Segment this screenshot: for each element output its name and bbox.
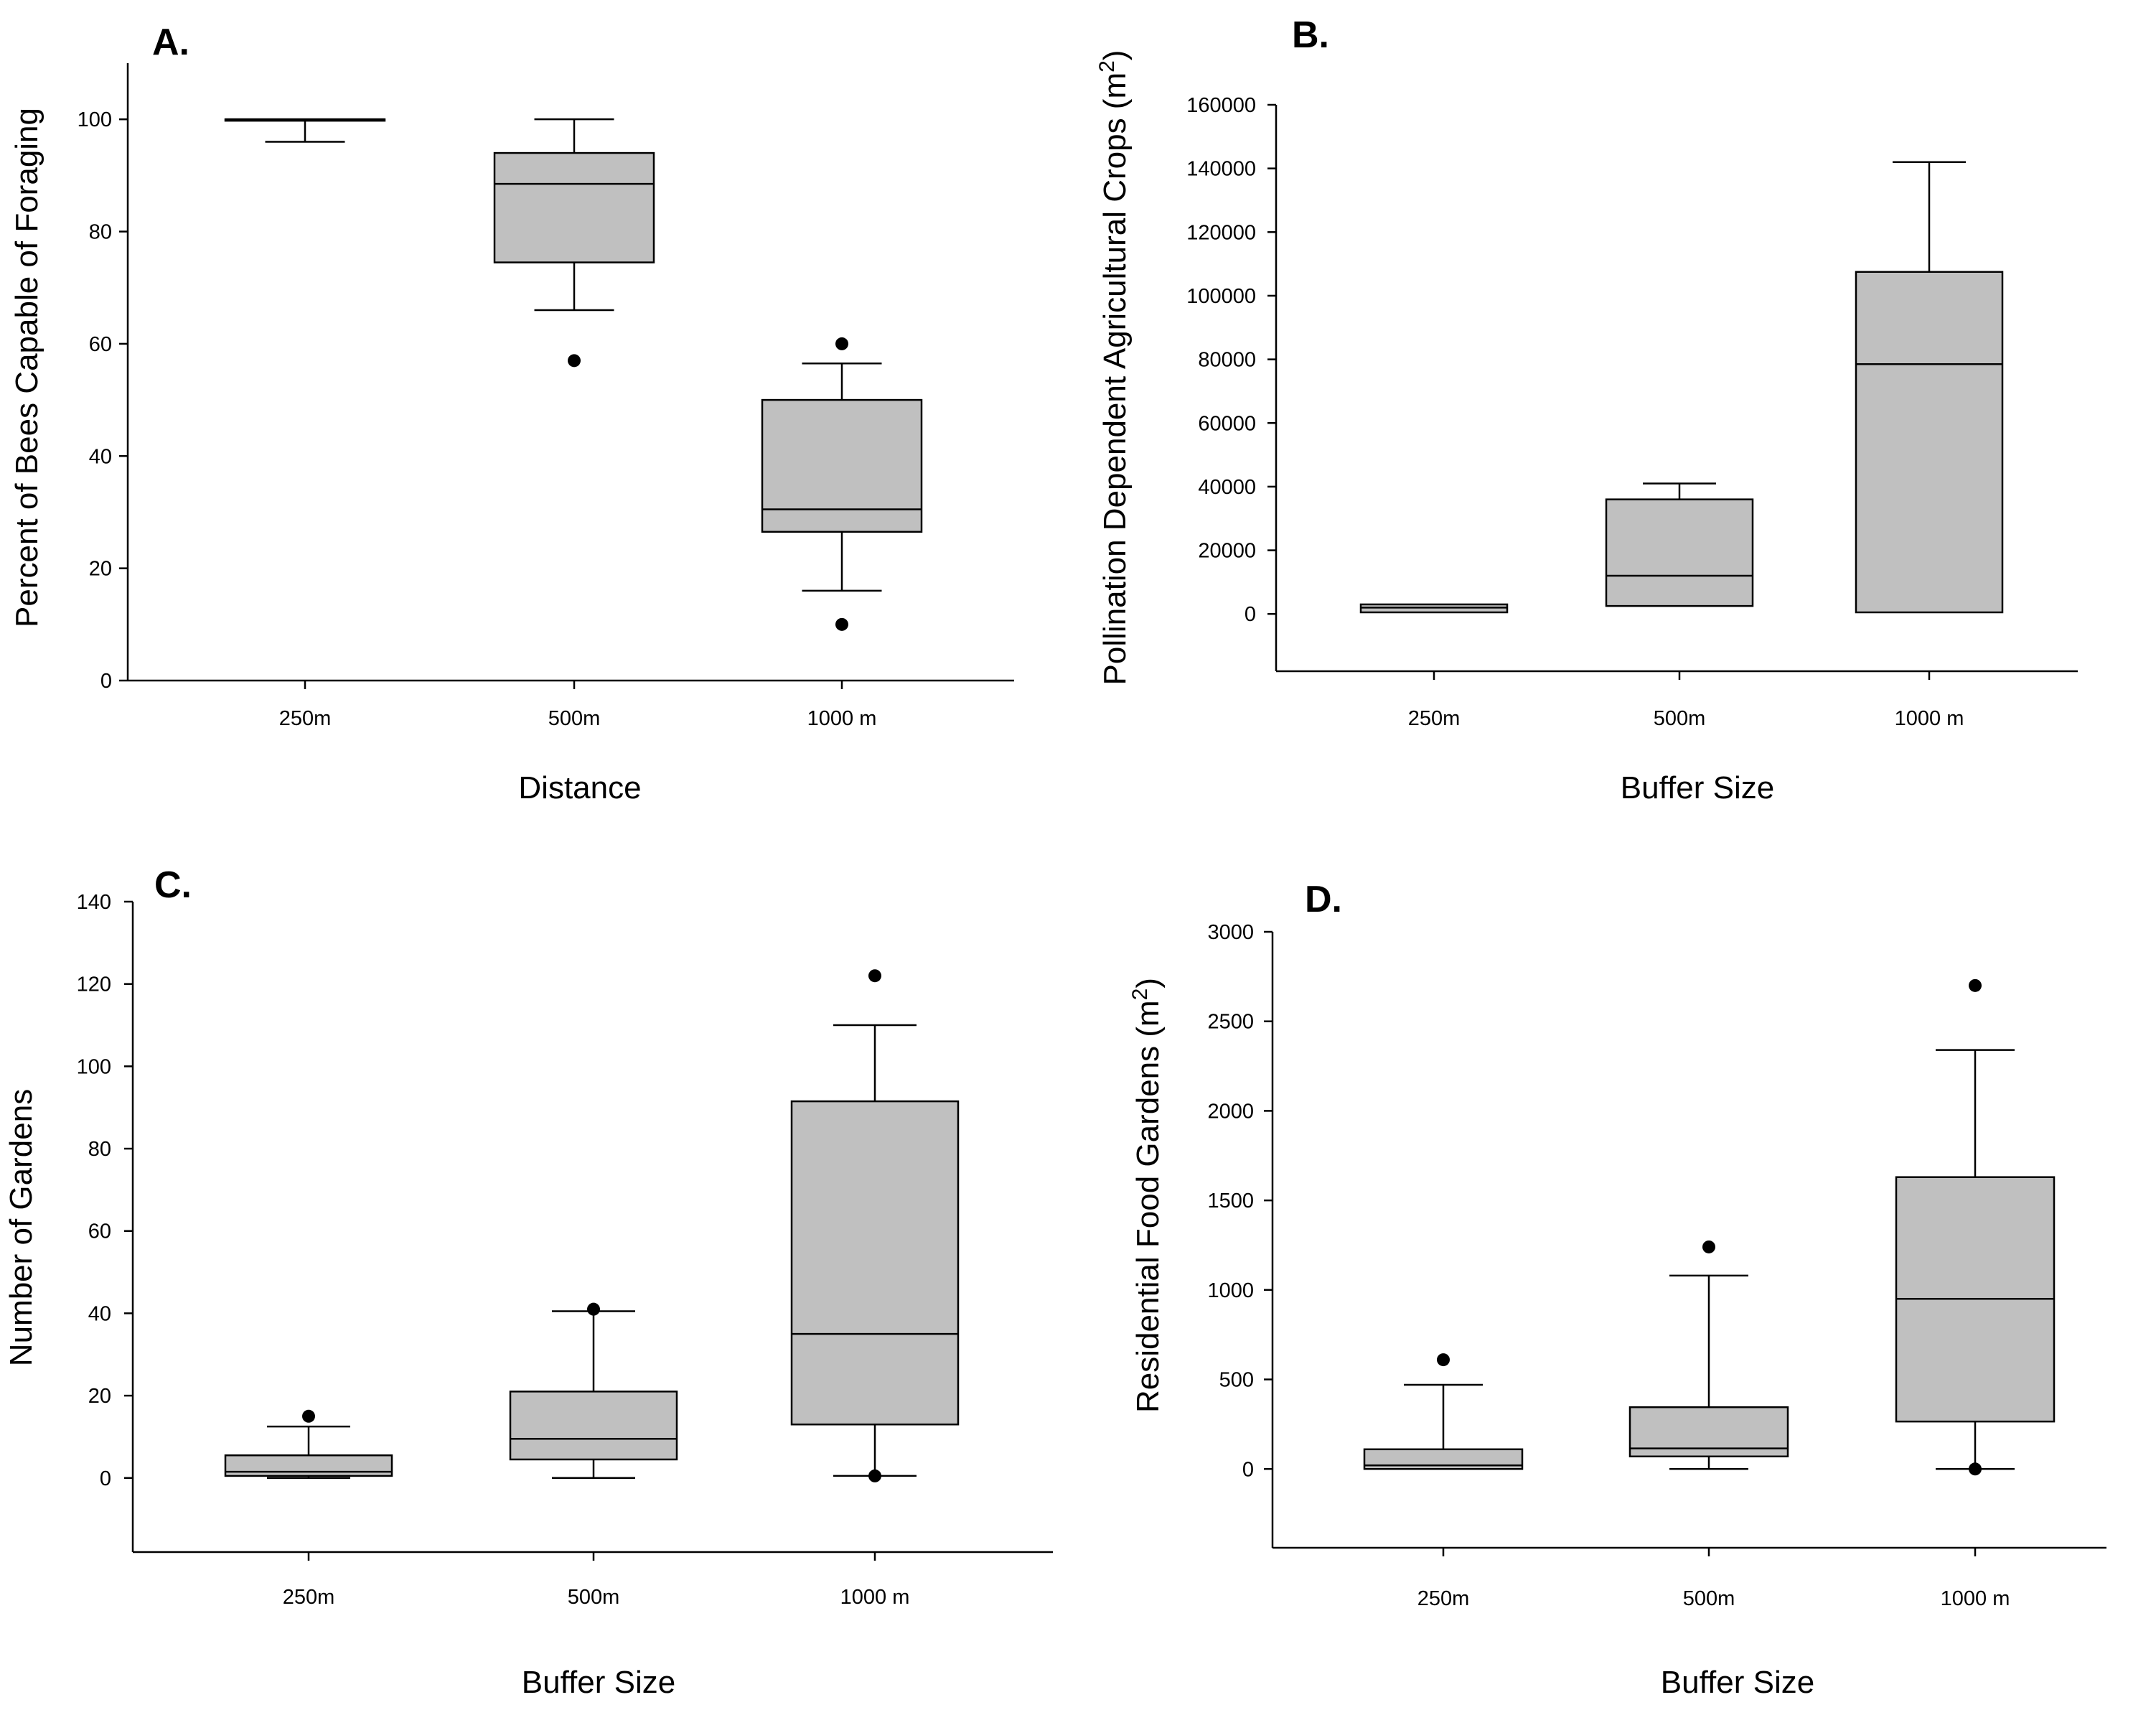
iqr-box xyxy=(761,398,923,533)
box-3 xyxy=(1895,978,2056,1476)
x-axis-title: Buffer Size xyxy=(1661,1665,1814,1700)
outlier-point xyxy=(1702,1240,1715,1253)
y-tick-label: 3000 xyxy=(1207,921,1254,944)
x-axis-title: Distance xyxy=(518,770,641,805)
outlier-point xyxy=(568,354,581,368)
box-2 xyxy=(1605,482,1754,607)
box-1 xyxy=(224,1409,393,1480)
box-3 xyxy=(1855,161,2004,614)
panel-b: B. 0 20000 40000 60000 80000 100000 120000 14000… xyxy=(1095,14,2078,805)
panel-c: C. 0 20 40 60 80 100 120 140 250m 500m 1000 m Buffer… xyxy=(4,864,1053,1700)
outlier-point xyxy=(302,1409,315,1423)
y-axis-title-superscript: 2 xyxy=(1128,989,1152,1001)
y-tick-label: 80 xyxy=(89,221,112,244)
y-tick-label: 20 xyxy=(89,558,112,581)
box-1 xyxy=(224,118,386,143)
iqr-box xyxy=(790,1100,960,1426)
y-axis-title: Residential Food Gardens (m2) xyxy=(1128,978,1166,1413)
x-axis-title: Buffer Size xyxy=(522,1665,675,1700)
x-tick-label: 250m xyxy=(1408,707,1461,730)
panel-a: A. 0 20 40 60 80 100 250m 500m 1000 m Distance Perc… xyxy=(9,22,1014,805)
y-tick-label: 140 xyxy=(77,891,111,914)
y-axis-title: Pollination Dependent Agricultural Crops… xyxy=(1095,50,1133,686)
y-tick-label: 1000 xyxy=(1207,1279,1254,1302)
x-axis-title: Buffer Size xyxy=(1621,770,1774,805)
box-3 xyxy=(790,969,960,1482)
y-tick-label: 40 xyxy=(89,445,112,468)
iqr-box xyxy=(224,1454,393,1477)
y-tick-label: 40000 xyxy=(1198,476,1256,499)
y-tick-label: 100 xyxy=(78,108,112,131)
iqr-box xyxy=(509,1391,678,1461)
x-tick-label: 1000 m xyxy=(807,707,877,730)
outlier-point xyxy=(835,337,848,350)
outlier-point xyxy=(1969,1462,1982,1476)
panel-label: D. xyxy=(1305,879,1342,920)
y-axis-title-superscript: 2 xyxy=(1095,60,1119,73)
x-tick-label: 1000 m xyxy=(1895,707,1964,730)
iqr-box xyxy=(1855,271,2004,614)
outlier-point xyxy=(835,617,848,631)
y-tick-label: 100 xyxy=(77,1055,111,1078)
iqr-box xyxy=(1605,498,1754,607)
y-tick-label: 160000 xyxy=(1186,94,1256,117)
x-tick-label: 500m xyxy=(568,1586,620,1609)
iqr-box xyxy=(493,151,655,263)
y-tick-label: 140000 xyxy=(1186,158,1256,181)
y-axis-title-text: Residential Food Gardens (m xyxy=(1130,1000,1166,1413)
box-2 xyxy=(493,118,655,368)
y-tick-label: 1500 xyxy=(1207,1190,1254,1213)
x-tick-label: 1000 m xyxy=(840,1586,910,1609)
x-tick-label: 500m xyxy=(1683,1587,1735,1610)
x-tick-label: 250m xyxy=(283,1586,335,1609)
box-3 xyxy=(761,337,923,631)
y-tick-label: 60000 xyxy=(1198,412,1256,435)
y-axis-title: Percent of Bees Capable of Foraging xyxy=(9,108,44,627)
x-tick-label: 500m xyxy=(1654,707,1706,730)
y-tick-label: 20 xyxy=(88,1385,111,1408)
y-axis-title-text: Pollination Dependent Agricultural Crops… xyxy=(1097,73,1133,686)
outlier-point xyxy=(1969,978,1982,992)
y-axis-title-tail: ) xyxy=(1130,978,1166,989)
y-axis-title-text: Percent of Bees Capable of Foraging xyxy=(9,108,44,627)
box-1 xyxy=(1363,1353,1524,1470)
y-tick-label: 120000 xyxy=(1186,221,1256,244)
y-tick-label: 2000 xyxy=(1207,1100,1254,1123)
panel-d: D. 0 500 1000 1500 2000 2500 3000 250m 500m 1000 m… xyxy=(1128,879,2106,1700)
outlier-point xyxy=(1437,1353,1450,1367)
x-tick-label: 250m xyxy=(279,707,332,730)
y-tick-label: 0 xyxy=(1245,603,1256,626)
outlier-point xyxy=(868,969,881,983)
y-tick-label: 0 xyxy=(1242,1458,1254,1481)
y-tick-label: 2500 xyxy=(1207,1011,1254,1034)
y-tick-label: 120 xyxy=(77,973,111,996)
panel-label: C. xyxy=(154,864,192,906)
y-axis-title-text: Number of Gardens xyxy=(4,1089,39,1366)
box-2 xyxy=(1628,1240,1789,1470)
outlier-point xyxy=(868,1469,881,1482)
y-tick-label: 60 xyxy=(88,1220,111,1243)
y-tick-label: 80000 xyxy=(1198,349,1256,372)
y-axis-title-tail: ) xyxy=(1097,50,1133,61)
y-tick-label: 60 xyxy=(89,333,112,356)
y-axis-title: Number of Gardens xyxy=(4,1089,39,1366)
y-tick-label: 20000 xyxy=(1198,540,1256,563)
box-2 xyxy=(509,1302,678,1480)
panel-label: A. xyxy=(152,22,189,63)
y-tick-label: 100000 xyxy=(1186,285,1256,308)
panel-label: B. xyxy=(1292,14,1329,56)
x-tick-label: 500m xyxy=(548,707,601,730)
x-tick-label: 1000 m xyxy=(1941,1587,2010,1610)
outlier-point xyxy=(587,1302,600,1316)
y-tick-label: 0 xyxy=(100,670,112,693)
y-tick-label: 500 xyxy=(1219,1369,1254,1392)
y-tick-label: 40 xyxy=(88,1302,111,1325)
y-tick-label: 80 xyxy=(88,1138,111,1161)
y-tick-label: 0 xyxy=(100,1467,111,1490)
box-1 xyxy=(1359,603,1509,614)
x-tick-label: 250m xyxy=(1417,1587,1470,1610)
